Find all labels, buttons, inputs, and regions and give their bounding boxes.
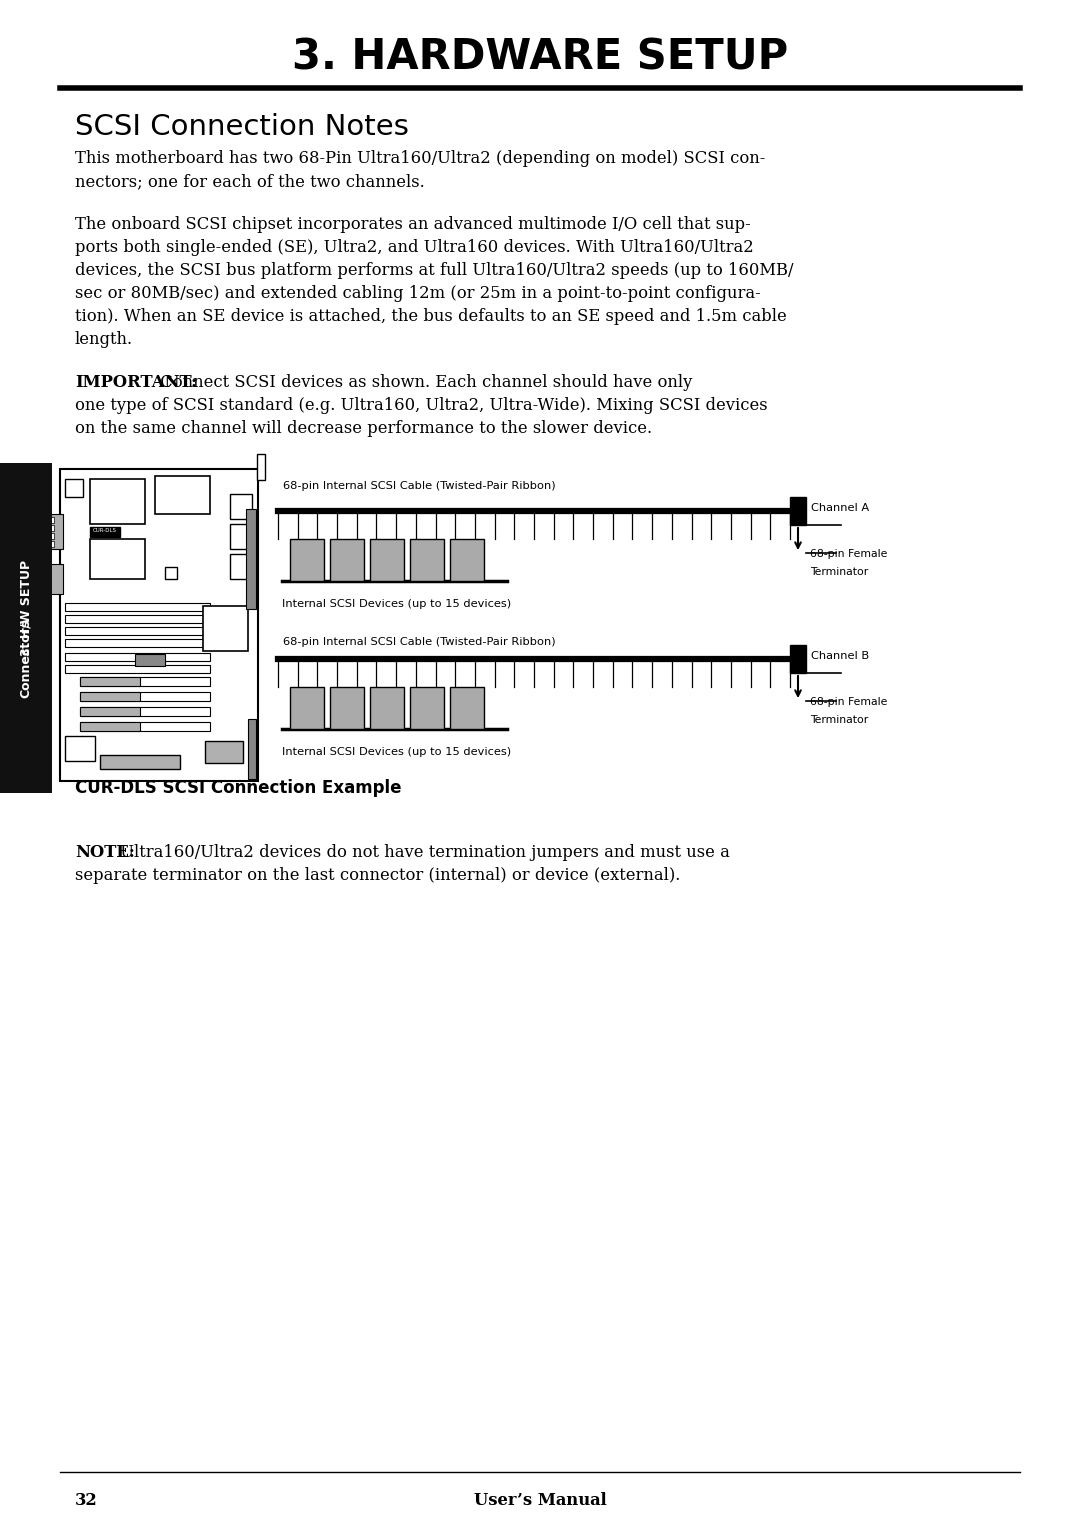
- Bar: [80, 707, 140, 717]
- Text: This motherboard has two 68-Pin Ultra160/Ultra2 (depending on model) SCSI con-: This motherboard has two 68-Pin Ultra160…: [75, 150, 766, 167]
- Bar: [49, 526, 54, 532]
- Bar: [410, 688, 444, 729]
- Bar: [370, 688, 404, 729]
- Bar: [291, 688, 324, 729]
- Bar: [65, 665, 210, 672]
- Bar: [49, 516, 54, 523]
- Text: one type of SCSI standard (e.g. Ultra160, Ultra2, Ultra-Wide). Mixing SCSI devic: one type of SCSI standard (e.g. Ultra160…: [75, 397, 768, 414]
- Bar: [789, 645, 806, 672]
- Bar: [291, 539, 324, 581]
- Bar: [230, 494, 252, 520]
- Bar: [90, 539, 145, 579]
- Text: Terminator: Terminator: [810, 567, 868, 578]
- Text: 68-pin Female: 68-pin Female: [810, 549, 888, 559]
- Text: ports both single-ended (SE), Ultra2, and Ultra160 devices. With Ultra160/Ultra2: ports both single-ended (SE), Ultra2, an…: [75, 238, 754, 257]
- Text: on the same channel will decrease performance to the slower device.: on the same channel will decrease perfor…: [75, 420, 652, 437]
- Bar: [248, 720, 256, 779]
- Bar: [65, 614, 210, 623]
- Text: Channel B: Channel B: [811, 651, 869, 662]
- Bar: [90, 478, 145, 524]
- Bar: [246, 509, 256, 610]
- Bar: [60, 469, 258, 781]
- Bar: [165, 567, 177, 579]
- Text: Ultra160/Ultra2 devices do not have termination jumpers and must use a: Ultra160/Ultra2 devices do not have term…: [114, 843, 730, 860]
- Text: CUR-DLS SCSI Connection Example: CUR-DLS SCSI Connection Example: [75, 779, 402, 798]
- Bar: [49, 533, 54, 539]
- Text: CUR-DLS: CUR-DLS: [93, 529, 117, 533]
- Bar: [65, 604, 210, 611]
- Bar: [65, 478, 83, 497]
- Bar: [789, 497, 806, 526]
- Bar: [156, 477, 210, 513]
- Circle shape: [176, 736, 204, 766]
- Text: separate terminator on the last connector (internal) or device (external).: separate terminator on the last connecto…: [75, 866, 680, 885]
- Bar: [65, 626, 210, 636]
- Bar: [65, 639, 210, 646]
- Text: sec or 80MB/sec) and extended cabling 12m (or 25m in a point-to-point configura-: sec or 80MB/sec) and extended cabling 12…: [75, 286, 760, 303]
- Text: The onboard SCSI chipset incorporates an advanced multimode I/O cell that sup-: The onboard SCSI chipset incorporates an…: [75, 215, 751, 232]
- Text: 32: 32: [75, 1491, 98, 1510]
- Bar: [230, 524, 252, 549]
- Text: IMPORTANT:: IMPORTANT:: [75, 374, 197, 391]
- Bar: [205, 741, 243, 762]
- Bar: [65, 652, 210, 662]
- Bar: [80, 692, 140, 701]
- Bar: [450, 539, 484, 581]
- Bar: [450, 688, 484, 729]
- Text: Internal SCSI Devices (up to 15 devices): Internal SCSI Devices (up to 15 devices): [282, 599, 511, 610]
- Bar: [410, 539, 444, 581]
- Bar: [80, 723, 210, 730]
- Text: 3. H/W SETUP: 3. H/W SETUP: [19, 559, 32, 656]
- Bar: [0, 463, 52, 793]
- Text: 68-pin Internal SCSI Cable (Twisted-Pair Ribbon): 68-pin Internal SCSI Cable (Twisted-Pair…: [283, 481, 555, 490]
- Text: 3. HARDWARE SETUP: 3. HARDWARE SETUP: [292, 37, 788, 78]
- Text: Channel A: Channel A: [811, 503, 869, 513]
- Text: Connect SCSI devices as shown. Each channel should have only: Connect SCSI devices as shown. Each chan…: [156, 374, 692, 391]
- Text: nectors; one for each of the two channels.: nectors; one for each of the two channel…: [75, 173, 424, 189]
- Bar: [49, 541, 54, 547]
- Bar: [203, 607, 248, 651]
- Text: SCSI Connection Notes: SCSI Connection Notes: [75, 113, 409, 141]
- Bar: [80, 677, 210, 686]
- Circle shape: [187, 749, 193, 753]
- Text: NOTE:: NOTE:: [75, 843, 135, 860]
- Bar: [65, 736, 95, 761]
- Text: 68-pin Internal SCSI Cable (Twisted-Pair Ribbon): 68-pin Internal SCSI Cable (Twisted-Pair…: [283, 637, 555, 646]
- Bar: [135, 654, 165, 666]
- Text: Connectors: Connectors: [19, 619, 32, 698]
- Bar: [100, 755, 180, 769]
- Bar: [48, 513, 63, 549]
- Bar: [230, 555, 252, 579]
- Bar: [80, 677, 140, 686]
- Text: Internal SCSI Devices (up to 15 devices): Internal SCSI Devices (up to 15 devices): [282, 747, 511, 756]
- Bar: [80, 707, 210, 717]
- Text: 68-pin Female: 68-pin Female: [810, 697, 888, 707]
- Bar: [48, 564, 63, 594]
- Text: length.: length.: [75, 332, 133, 348]
- Bar: [90, 527, 120, 536]
- Bar: [330, 539, 364, 581]
- Text: User’s Manual: User’s Manual: [474, 1491, 606, 1510]
- Bar: [80, 723, 140, 730]
- Bar: [80, 692, 210, 701]
- Bar: [257, 454, 265, 480]
- Bar: [330, 688, 364, 729]
- Bar: [370, 539, 404, 581]
- Text: devices, the SCSI bus platform performs at full Ultra160/Ultra2 speeds (up to 16: devices, the SCSI bus platform performs …: [75, 261, 794, 280]
- Text: tion). When an SE device is attached, the bus defaults to an SE speed and 1.5m c: tion). When an SE device is attached, th…: [75, 309, 786, 325]
- Text: Terminator: Terminator: [810, 715, 868, 724]
